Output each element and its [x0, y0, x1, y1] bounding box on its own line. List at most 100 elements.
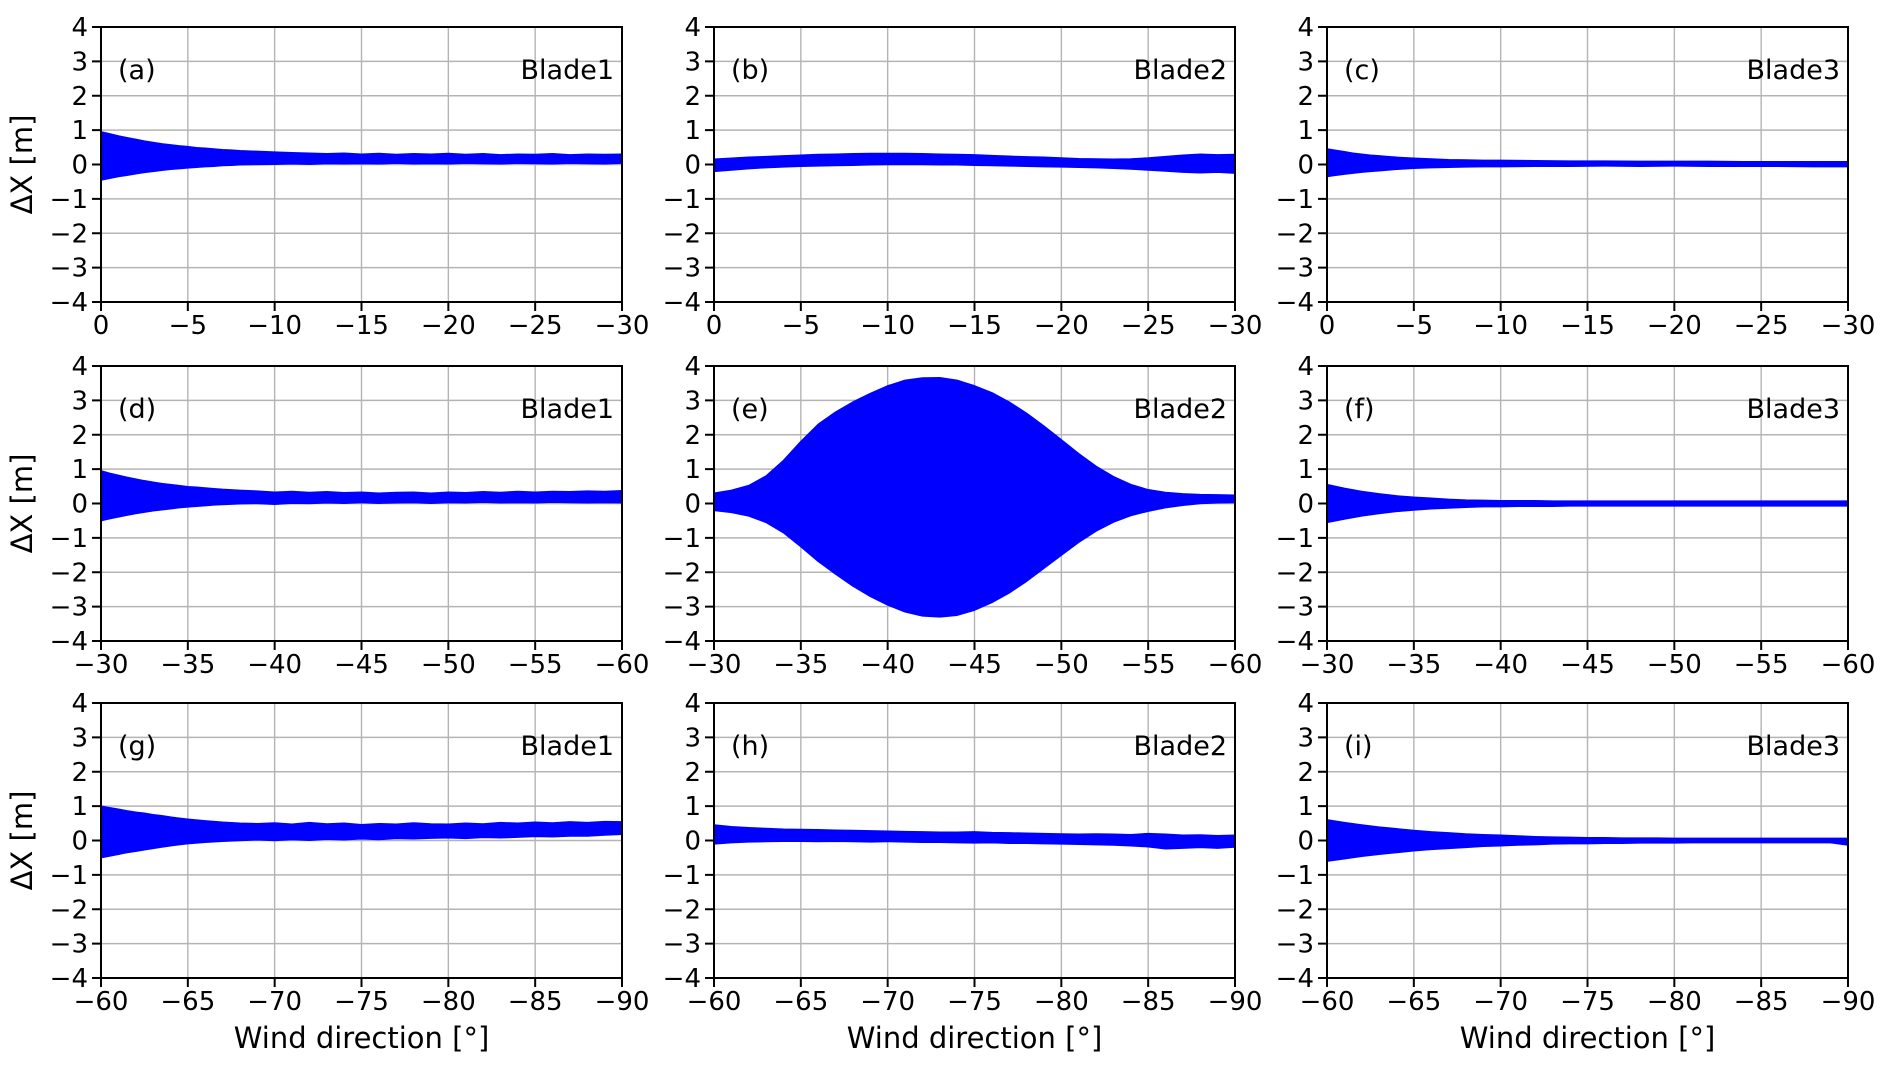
- x-tick-label: −60: [1821, 650, 1876, 680]
- y-tick-label: −4: [50, 627, 88, 657]
- y-tick-label: −2: [1276, 558, 1314, 588]
- y-tick-label: 4: [1297, 13, 1314, 43]
- y-tick-label: 1: [684, 792, 701, 822]
- y-tick-label: −1: [1276, 185, 1314, 215]
- y-tick-label: −4: [663, 964, 701, 994]
- panel-letter: (i): [1344, 731, 1373, 762]
- y-tick-label: −2: [663, 895, 701, 925]
- x-tick-label: −55: [1734, 650, 1789, 680]
- y-tick-label: 1: [684, 455, 701, 485]
- y-tick-label: 3: [71, 47, 88, 77]
- y-tick-label: 2: [71, 82, 88, 112]
- x-tick-label: −30: [595, 311, 650, 341]
- y-tick-label: 3: [684, 723, 701, 753]
- y-tick-label: 2: [71, 421, 88, 451]
- blade-label: Blade2: [1134, 55, 1228, 86]
- y-tick-label: 1: [684, 116, 701, 146]
- panel-letter: (f): [1344, 394, 1375, 425]
- y-tick-label: −4: [50, 288, 88, 318]
- y-tick-label: 0: [71, 827, 88, 857]
- x-tick-label: −45: [334, 650, 389, 680]
- y-tick-label: 4: [71, 13, 88, 43]
- y-tick-label: −2: [50, 219, 88, 249]
- blade-label: Blade1: [521, 394, 615, 425]
- y-tick-label: 1: [71, 455, 88, 485]
- x-tick-label: −25: [508, 311, 563, 341]
- x-tick-label: −30: [1208, 311, 1263, 341]
- y-tick-label: −2: [663, 219, 701, 249]
- y-tick-label: 4: [71, 689, 88, 719]
- blade-label: Blade2: [1134, 731, 1228, 762]
- y-tick-label: 1: [1297, 455, 1314, 485]
- y-tick-label: 2: [1297, 82, 1314, 112]
- y-tick-label: 4: [71, 352, 88, 382]
- x-tick-label: −75: [334, 987, 389, 1017]
- panel-d: −30 −35 −40 −45 −50 −55 −60 4 3 2 1 0 −1 −2 −3 −4 (d) Bla…: [5, 352, 649, 680]
- x-tick-label: −85: [1734, 987, 1789, 1017]
- x-tick-label: −70: [247, 987, 302, 1017]
- panel-letter: (a): [118, 55, 156, 86]
- y-tick-label: 4: [684, 689, 701, 719]
- y-tick-label: −3: [1276, 593, 1314, 623]
- panel-letter: (h): [731, 731, 769, 762]
- x-tick-label: −5: [782, 311, 820, 341]
- y-axis-label: ΔX [m]: [5, 454, 39, 554]
- x-tick-label: −30: [74, 650, 129, 680]
- x-tick-label: −75: [947, 987, 1002, 1017]
- y-tick-label: 4: [684, 13, 701, 43]
- y-tick-label: −2: [663, 558, 701, 588]
- x-tick-label: −35: [773, 650, 828, 680]
- blade-label: Blade3: [1747, 55, 1841, 86]
- y-tick-label: −3: [50, 593, 88, 623]
- x-tick-label: −25: [1734, 311, 1789, 341]
- x-axis-label: Wind direction [°]: [847, 1021, 1103, 1055]
- x-tick-label: −50: [1647, 650, 1702, 680]
- y-tick-label: −4: [663, 627, 701, 657]
- x-tick-label: −10: [1473, 311, 1528, 341]
- x-tick-label: −45: [1560, 650, 1615, 680]
- y-tick-label: −3: [663, 593, 701, 623]
- y-tick-label: −3: [1276, 930, 1314, 960]
- x-tick-label: −75: [1560, 987, 1615, 1017]
- y-tick-label: −1: [1276, 861, 1314, 891]
- x-tick-label: −80: [1647, 987, 1702, 1017]
- x-tick-label: −30: [1821, 311, 1876, 341]
- x-tick-label: −35: [1386, 650, 1441, 680]
- x-tick-label: 0: [706, 311, 723, 341]
- x-tick-label: −10: [860, 311, 915, 341]
- x-axis-label: Wind direction [°]: [234, 1021, 490, 1055]
- panel-g: −60 −65 −70 −75 −80 −85 −90 4 3 2 1 0 −1 −2 −3 −4 (g) Bla…: [5, 689, 649, 1055]
- y-tick-label: 3: [684, 47, 701, 77]
- panel-letter: (g): [118, 731, 156, 762]
- panel-letter: (d): [118, 394, 156, 425]
- y-tick-label: −1: [50, 524, 88, 554]
- x-tick-label: −35: [160, 650, 215, 680]
- y-tick-label: −3: [1276, 254, 1314, 284]
- y-tick-label: 4: [1297, 689, 1314, 719]
- y-tick-label: −1: [663, 524, 701, 554]
- y-tick-label: −1: [50, 185, 88, 215]
- y-tick-label: 3: [684, 386, 701, 416]
- y-tick-label: −1: [663, 861, 701, 891]
- y-tick-label: 0: [1297, 827, 1314, 857]
- x-tick-label: −65: [160, 987, 215, 1017]
- y-tick-label: −2: [50, 895, 88, 925]
- y-tick-label: −2: [1276, 219, 1314, 249]
- y-tick-label: 2: [684, 421, 701, 451]
- y-tick-label: −3: [663, 930, 701, 960]
- x-tick-label: −60: [74, 987, 129, 1017]
- x-tick-label: −45: [947, 650, 1002, 680]
- x-tick-label: −65: [773, 987, 828, 1017]
- y-tick-label: −2: [1276, 895, 1314, 925]
- y-tick-label: 3: [1297, 386, 1314, 416]
- x-tick-label: −70: [1473, 987, 1528, 1017]
- x-tick-label: −40: [860, 650, 915, 680]
- y-tick-label: 4: [684, 352, 701, 382]
- blade-label: Blade1: [521, 731, 615, 762]
- y-tick-label: −4: [50, 964, 88, 994]
- x-tick-label: −55: [508, 650, 563, 680]
- y-tick-label: 3: [1297, 47, 1314, 77]
- y-tick-label: 0: [71, 151, 88, 181]
